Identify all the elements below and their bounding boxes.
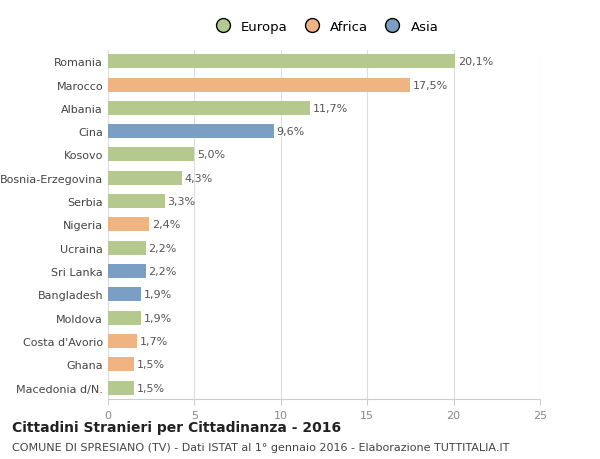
Text: 1,5%: 1,5% (137, 383, 164, 393)
Text: 2,2%: 2,2% (149, 243, 177, 253)
Bar (108, 195, 165, 209)
Text: 1,9%: 1,9% (143, 290, 172, 300)
Bar (108, 334, 137, 348)
Text: 1,7%: 1,7% (140, 336, 168, 346)
Bar (108, 241, 146, 255)
Bar (108, 311, 141, 325)
Text: COMUNE DI SPRESIANO (TV) - Dati ISTAT al 1° gennaio 2016 - Elaborazione TUTTITAL: COMUNE DI SPRESIANO (TV) - Dati ISTAT al… (12, 442, 509, 452)
Bar (108, 125, 274, 139)
Text: 3,3%: 3,3% (167, 196, 196, 207)
Text: 11,7%: 11,7% (313, 104, 348, 114)
Bar (108, 381, 134, 395)
Bar (108, 78, 410, 92)
Bar (108, 148, 194, 162)
Bar (108, 358, 134, 371)
Bar (108, 288, 141, 302)
Text: Cittadini Stranieri per Cittadinanza - 2016: Cittadini Stranieri per Cittadinanza - 2… (12, 420, 341, 434)
Bar (108, 55, 455, 69)
Text: 2,2%: 2,2% (149, 266, 177, 276)
Text: 1,9%: 1,9% (143, 313, 172, 323)
Text: 20,1%: 20,1% (458, 57, 493, 67)
Bar (108, 218, 149, 232)
Text: 2,4%: 2,4% (152, 220, 181, 230)
Bar (108, 264, 146, 279)
Legend: Europa, Africa, Asia: Europa, Africa, Asia (204, 15, 444, 39)
Text: 5,0%: 5,0% (197, 150, 225, 160)
Text: 9,6%: 9,6% (277, 127, 305, 137)
Text: 1,5%: 1,5% (137, 359, 164, 369)
Text: 4,3%: 4,3% (185, 174, 213, 184)
Bar (108, 101, 310, 116)
Text: 17,5%: 17,5% (413, 80, 448, 90)
Bar (108, 171, 182, 185)
